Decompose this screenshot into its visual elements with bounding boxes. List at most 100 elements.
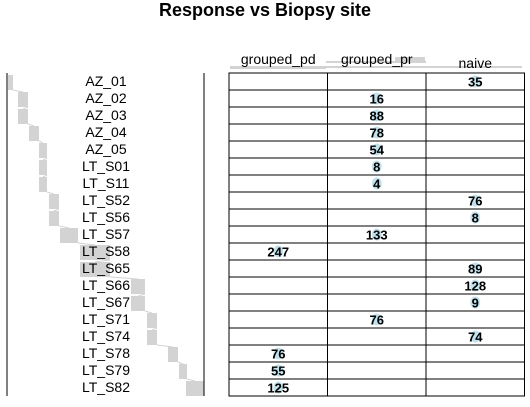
cell-value: 76 — [468, 194, 482, 209]
row-dendrogram-branch — [49, 194, 59, 209]
cell-value: 76 — [370, 313, 384, 328]
row-label: LT_S82 — [82, 379, 130, 395]
cell-value: 89 — [468, 262, 482, 277]
cell-highlight — [470, 330, 481, 343]
row-label: LT_S65 — [82, 260, 130, 276]
row-dendrogram-branch — [168, 347, 178, 362]
row-dendrogram-branch — [39, 143, 47, 158]
row-label: LT_S52 — [82, 192, 130, 208]
cell-highlight — [273, 245, 284, 258]
cell-highlight — [371, 126, 382, 139]
row-dendrogram-branch — [186, 381, 204, 396]
row-dendrogram-connector — [77, 242, 96, 246]
cell-value: 76 — [271, 347, 285, 362]
cell-highlight — [470, 296, 481, 309]
cell-value: 55 — [271, 364, 285, 379]
row-label: LT_S56 — [82, 209, 130, 225]
cell-highlight — [371, 109, 382, 122]
cell-value: 8 — [373, 160, 380, 175]
cell-value: 54 — [370, 143, 385, 158]
row-dendrogram-connector — [12, 89, 24, 93]
heatmap-grid — [228, 72, 525, 397]
cell-value: 133 — [366, 228, 388, 243]
column-dendrogram-branch — [326, 66, 426, 68]
row-label: AZ_01 — [85, 73, 126, 89]
column-label: grouped_pd — [241, 51, 316, 67]
cell-highlight — [371, 177, 382, 190]
row-dendrogram-connector — [137, 293, 146, 297]
chart-title: Response vs Biopsy site — [159, 0, 371, 20]
row-dendrogram-connector — [177, 361, 184, 365]
row-dendrogram-connector — [42, 157, 48, 161]
row-dendrogram-connector — [109, 276, 139, 280]
row-dendrogram-connector — [151, 327, 158, 331]
row-dendrogram — [6, 73, 205, 396]
row-dendrogram-connector — [42, 174, 48, 178]
column-dendrogram — [230, 57, 522, 69]
row-dendrogram-branch — [147, 330, 157, 345]
row-dendrogram-branch — [18, 92, 28, 107]
cell-highlight — [371, 160, 382, 173]
row-label: AZ_03 — [85, 107, 126, 123]
cell-highlight — [470, 194, 481, 207]
cell-value: 35 — [468, 75, 482, 90]
cell-value: 128 — [464, 279, 486, 294]
row-label: LT_S74 — [82, 328, 130, 344]
row-label: LT_S01 — [82, 158, 130, 174]
column-labels: grouped_pd grouped_pr naive — [241, 51, 492, 71]
row-dendrogram-connector — [94, 259, 111, 263]
row-dendrogram-connector — [156, 344, 174, 348]
row-dendrogram-connector — [27, 123, 35, 127]
cell-highlight — [371, 143, 382, 156]
row-label: LT_S11 — [83, 175, 130, 191]
cell-highlight — [470, 211, 481, 224]
column-dendrogram-branch — [395, 57, 425, 61]
row-dendrogram-branch — [131, 296, 145, 311]
cell-highlight — [470, 262, 481, 275]
row-dendrogram-connector — [144, 310, 153, 314]
row-dendrogram-branch — [8, 75, 13, 90]
cell-highlight — [470, 75, 481, 88]
row-labels: AZ_01AZ_02AZ_03AZ_04AZ_05LT_S01LT_S11LT_… — [82, 73, 130, 395]
row-dendrogram-branch — [80, 245, 110, 260]
row-dendrogram-connector — [38, 140, 44, 144]
column-label: grouped_pr — [341, 51, 413, 67]
row-dendrogram-branch — [80, 262, 110, 277]
cell-highlight — [371, 313, 382, 326]
row-label: AZ_02 — [85, 90, 126, 106]
row-dendrogram-branch — [60, 228, 78, 243]
cell-highlight — [273, 347, 284, 360]
row-dendrogram-connector — [53, 208, 60, 212]
row-label: LT_S66 — [82, 277, 130, 293]
cell-highlight — [371, 228, 382, 241]
row-label: LT_S78 — [82, 345, 130, 361]
cell-value: 8 — [472, 211, 479, 226]
column-dendrogram-branch — [326, 61, 426, 63]
cell-value: 88 — [370, 109, 384, 124]
row-dendrogram-connector — [22, 106, 29, 110]
column-dendrogram-branch — [426, 66, 522, 68]
row-dendrogram-connector — [58, 225, 70, 229]
heatmap-frame — [228, 72, 525, 397]
cell-value: 125 — [267, 381, 289, 396]
row-dendrogram-branch — [29, 126, 39, 141]
row-label: LT_S71 — [82, 311, 130, 327]
cell-highlight — [273, 364, 284, 377]
column-dendrogram-branch — [230, 66, 326, 69]
cell-highlight — [470, 279, 481, 292]
row-dendrogram-branch — [39, 177, 47, 192]
row-label: AZ_04 — [85, 124, 126, 140]
row-dendrogram-branch — [131, 279, 145, 294]
row-dendrogram-connector — [186, 378, 196, 382]
row-dendrogram-branch — [18, 109, 28, 124]
row-dendrogram-branch — [147, 313, 157, 328]
cell-highlight — [273, 381, 284, 394]
row-dendrogram-branch — [179, 364, 187, 379]
row-label: LT_S58 — [82, 243, 130, 259]
cell-value: 16 — [370, 92, 384, 107]
cell-value: 247 — [267, 245, 289, 260]
cell-values: 35 16 88 78 54 8 4 76 8 133 247 89 128 9 76 74 76 55 125 — [267, 75, 486, 396]
cell-value: 9 — [472, 296, 479, 311]
column-label: naive — [459, 55, 493, 71]
